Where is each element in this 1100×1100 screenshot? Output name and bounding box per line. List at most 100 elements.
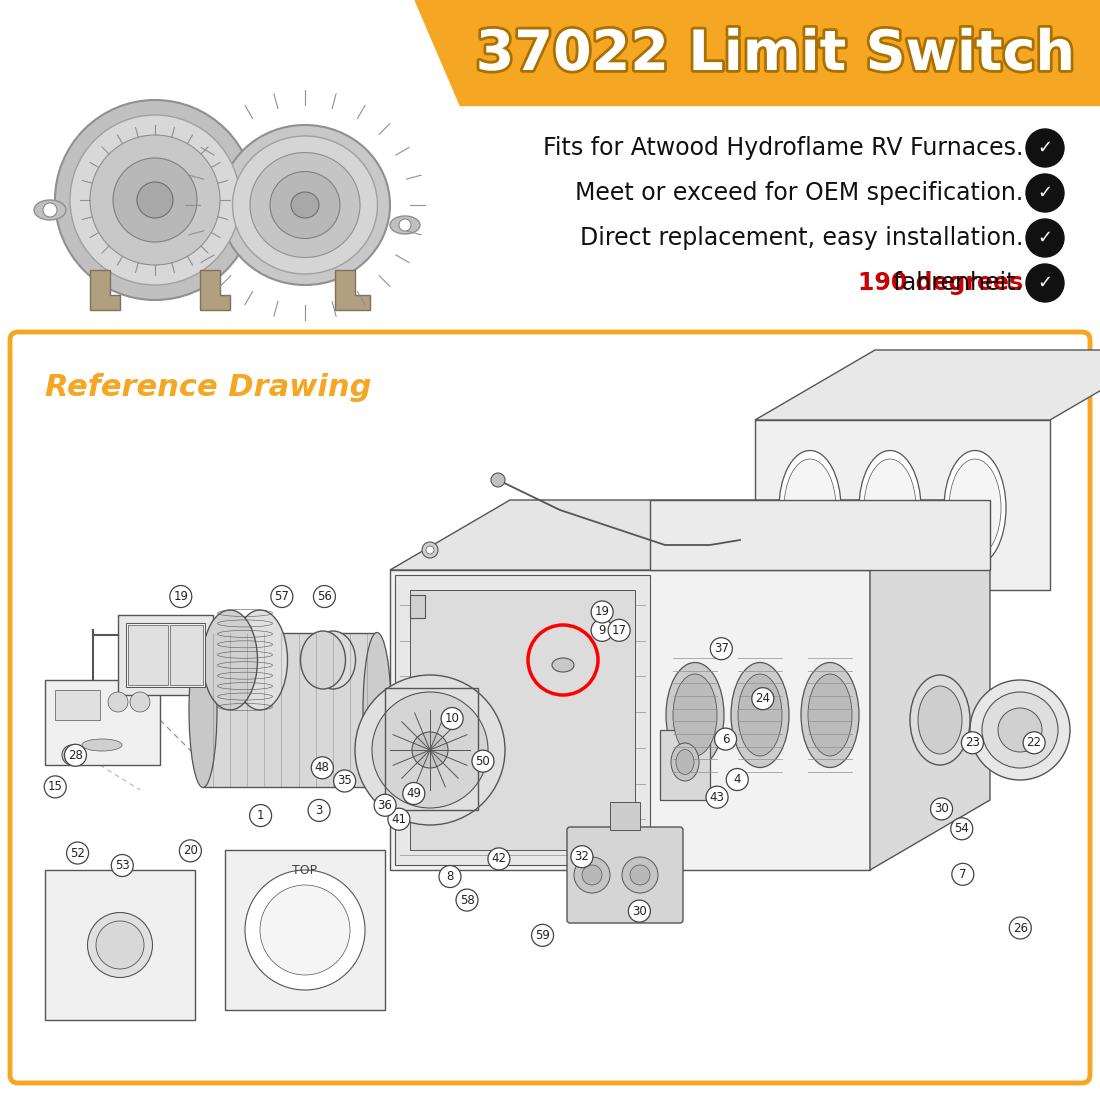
Circle shape xyxy=(403,782,425,804)
Circle shape xyxy=(931,798,953,820)
Ellipse shape xyxy=(864,459,916,557)
Circle shape xyxy=(271,585,293,607)
Text: 48: 48 xyxy=(315,761,330,774)
Ellipse shape xyxy=(292,192,319,218)
Text: 3: 3 xyxy=(316,804,322,817)
Ellipse shape xyxy=(88,913,153,978)
Circle shape xyxy=(1023,732,1045,754)
Circle shape xyxy=(456,889,478,911)
Circle shape xyxy=(591,601,613,623)
Circle shape xyxy=(711,638,733,660)
Polygon shape xyxy=(395,575,650,865)
Polygon shape xyxy=(415,0,1100,104)
Polygon shape xyxy=(55,690,100,721)
Polygon shape xyxy=(336,270,370,310)
Text: 7: 7 xyxy=(959,868,967,881)
Circle shape xyxy=(388,808,410,830)
Circle shape xyxy=(314,585,336,607)
Text: 37022 Limit Switch: 37022 Limit Switch xyxy=(475,28,1075,82)
Text: 24: 24 xyxy=(756,692,770,705)
Ellipse shape xyxy=(671,742,698,781)
Circle shape xyxy=(950,817,972,839)
Text: 19: 19 xyxy=(174,590,188,603)
Ellipse shape xyxy=(270,172,340,239)
Text: 36: 36 xyxy=(377,799,393,812)
Text: 49: 49 xyxy=(406,786,421,800)
Text: 43: 43 xyxy=(710,791,725,804)
Ellipse shape xyxy=(202,610,257,710)
Ellipse shape xyxy=(918,686,962,754)
Circle shape xyxy=(726,769,748,791)
Circle shape xyxy=(108,692,128,712)
Circle shape xyxy=(260,886,350,975)
Text: 28: 28 xyxy=(68,749,82,762)
Polygon shape xyxy=(118,615,213,695)
Text: Meet or exceed for OEM specification.: Meet or exceed for OEM specification. xyxy=(574,182,1023,205)
Ellipse shape xyxy=(220,125,390,285)
Text: 59: 59 xyxy=(535,928,550,942)
Circle shape xyxy=(1010,917,1032,939)
Polygon shape xyxy=(870,500,990,870)
Circle shape xyxy=(372,692,488,808)
Text: 10: 10 xyxy=(444,712,460,725)
Circle shape xyxy=(67,750,77,760)
Circle shape xyxy=(488,848,510,870)
Circle shape xyxy=(439,866,461,888)
Ellipse shape xyxy=(801,662,859,768)
Circle shape xyxy=(574,857,611,893)
Text: Reference Drawing: Reference Drawing xyxy=(45,374,372,403)
Circle shape xyxy=(571,846,593,868)
Ellipse shape xyxy=(363,632,390,788)
Ellipse shape xyxy=(949,459,1001,557)
Text: 37: 37 xyxy=(714,642,728,656)
Circle shape xyxy=(65,745,87,767)
Polygon shape xyxy=(204,632,377,786)
Polygon shape xyxy=(200,270,230,310)
Polygon shape xyxy=(128,625,168,685)
Circle shape xyxy=(982,692,1058,768)
Ellipse shape xyxy=(244,200,276,220)
FancyBboxPatch shape xyxy=(566,827,683,923)
Text: ✓: ✓ xyxy=(1037,139,1053,157)
Text: Direct replacement, easy installation.: Direct replacement, easy installation. xyxy=(580,226,1023,250)
Circle shape xyxy=(399,219,411,231)
Polygon shape xyxy=(390,570,870,870)
Circle shape xyxy=(113,158,197,242)
Polygon shape xyxy=(610,802,640,830)
Circle shape xyxy=(130,692,150,712)
Circle shape xyxy=(591,619,613,641)
Ellipse shape xyxy=(232,610,287,710)
Ellipse shape xyxy=(859,451,921,565)
Polygon shape xyxy=(90,270,120,310)
Circle shape xyxy=(250,804,272,826)
Circle shape xyxy=(628,900,650,922)
Polygon shape xyxy=(755,350,1100,420)
Ellipse shape xyxy=(552,658,574,672)
Text: 190 degrees: 190 degrees xyxy=(858,271,1023,295)
Ellipse shape xyxy=(738,674,782,756)
Circle shape xyxy=(706,786,728,808)
Text: ✓: ✓ xyxy=(1037,184,1053,202)
Polygon shape xyxy=(410,590,635,850)
Text: 35: 35 xyxy=(338,774,352,788)
Text: 15: 15 xyxy=(47,780,63,793)
Circle shape xyxy=(311,757,333,779)
Circle shape xyxy=(531,924,553,946)
Circle shape xyxy=(751,688,773,710)
Text: ✓: ✓ xyxy=(1037,274,1053,292)
Circle shape xyxy=(970,680,1070,780)
Ellipse shape xyxy=(96,921,144,969)
Ellipse shape xyxy=(944,451,1006,565)
Polygon shape xyxy=(226,850,385,1010)
Circle shape xyxy=(308,800,330,822)
Circle shape xyxy=(62,745,82,764)
Ellipse shape xyxy=(666,662,724,768)
Circle shape xyxy=(952,864,974,886)
Circle shape xyxy=(179,839,201,861)
Polygon shape xyxy=(650,500,990,570)
Circle shape xyxy=(245,870,365,990)
Circle shape xyxy=(44,776,66,798)
Text: 30: 30 xyxy=(934,802,949,815)
Circle shape xyxy=(138,182,173,218)
FancyBboxPatch shape xyxy=(10,332,1090,1084)
